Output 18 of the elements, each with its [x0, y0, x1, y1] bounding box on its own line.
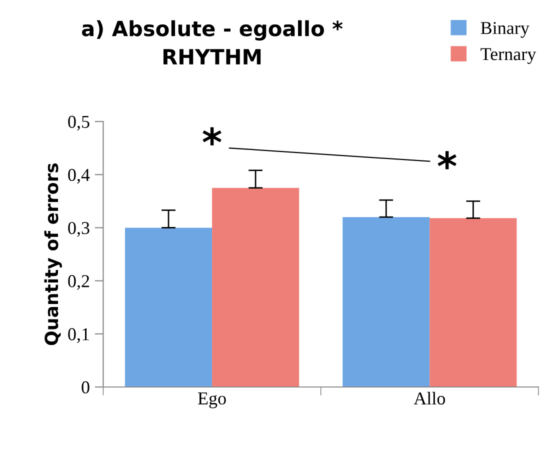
x-tick-label: Allo	[414, 392, 446, 405]
annotation: *	[438, 151, 456, 170]
y-tick-label: 0,4	[68, 168, 90, 184]
y-tick-label: 0,5	[68, 116, 90, 131]
y-tick-label: 0,2	[68, 275, 90, 290]
chart-title: a) Absolute - egoallo * RHYTHM	[82, 20, 343, 64]
bar	[124, 228, 212, 387]
bar	[212, 188, 300, 387]
bar	[342, 217, 430, 387]
y-tick-label: 0,3	[68, 222, 90, 237]
legend-label: Binary	[480, 22, 530, 38]
bar	[430, 218, 517, 387]
legend-label: Ternary	[480, 48, 536, 64]
y-tick-label: 0,1	[68, 328, 89, 343]
x-tick-label: Ego	[198, 392, 226, 408]
y-axis-title: Quantity of errors	[44, 163, 62, 346]
annotation: *	[202, 127, 222, 146]
y-tick-label: 0	[82, 381, 90, 394]
